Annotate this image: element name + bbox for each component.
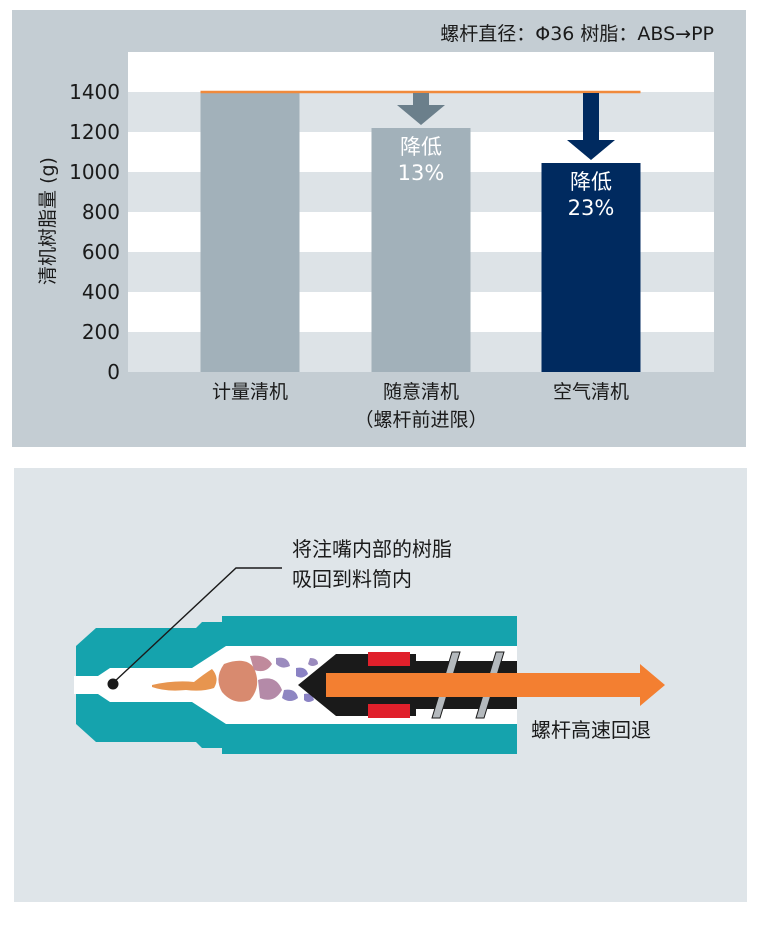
- callout-line-2: 吸回到料筒内: [292, 567, 412, 591]
- x-category-label: 空气清机: [553, 381, 629, 403]
- reduction-arrow-2: [397, 93, 445, 125]
- chart-note: 螺杆直径：Φ36 树脂：ABS→PP: [440, 23, 714, 45]
- check-ring-top: [368, 652, 410, 666]
- reduction-percent-2: 13%: [398, 161, 445, 185]
- y-tick-label: 1400: [69, 80, 120, 104]
- screw-retract-arrow: [326, 664, 665, 706]
- y-tick-label: 0: [107, 360, 120, 384]
- arrow-label: 螺杆高速回退: [531, 718, 651, 742]
- reduction-label-2: 降低: [400, 135, 442, 159]
- reduction-arrow-3: [567, 93, 615, 160]
- chart-panel: 螺杆直径：Φ36 树脂：ABS→PP 0 200 400 600 800 1000 1200…: [12, 10, 746, 447]
- y-tick-label: 1000: [69, 160, 120, 184]
- reduction-percent-3: 23%: [568, 196, 615, 220]
- nozzle-suckback-diagram: 将注嘴内部的树脂 吸回到料筒内: [14, 468, 747, 902]
- y-axis-label: 清机树脂量 (g): [37, 157, 59, 285]
- x-category-label: 随意清机: [383, 381, 459, 403]
- y-tick-label: 1200: [69, 120, 120, 144]
- x-category-sublabel: （螺杆前进限）: [354, 409, 487, 431]
- y-tick-label: 200: [82, 320, 120, 344]
- callout-dot: [107, 678, 119, 690]
- x-axis-labels: 计量清机 随意清机 （螺杆前进限） 空气清机: [212, 381, 629, 431]
- diagram-panel: 将注嘴内部的树脂 吸回到料筒内: [14, 468, 747, 902]
- y-tick-label: 800: [82, 200, 120, 224]
- x-category-label: 计量清机: [212, 381, 288, 403]
- purge-amount-chart: 螺杆直径：Φ36 树脂：ABS→PP 0 200 400 600 800 1000 1200…: [12, 10, 746, 447]
- check-ring-bottom: [368, 704, 410, 718]
- bar-1: [200, 92, 300, 372]
- reduction-label-3: 降低: [570, 170, 612, 194]
- bar-3: [541, 163, 641, 372]
- callout-leader-line: [112, 567, 282, 684]
- resin-particles: [152, 655, 318, 702]
- y-tick-label: 400: [82, 280, 120, 304]
- callout-line-1: 将注嘴内部的树脂: [292, 537, 452, 561]
- y-tick-label: 600: [82, 240, 120, 264]
- bar-2: [371, 128, 471, 372]
- y-axis-ticks: 0 200 400 600 800 1000 1200 1400: [69, 80, 120, 384]
